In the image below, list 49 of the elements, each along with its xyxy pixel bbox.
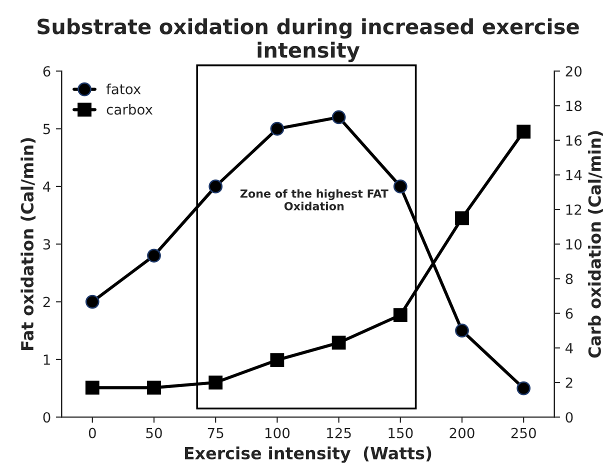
- y2-tick-label: 10: [566, 239, 582, 250]
- y2-tick-label: 18: [566, 100, 582, 112]
- point: [147, 248, 161, 263]
- point: [85, 380, 100, 395]
- point: [270, 353, 284, 367]
- legend-label: carbox: [106, 104, 153, 115]
- point: [270, 122, 284, 136]
- point: [393, 179, 408, 194]
- point: [516, 381, 531, 396]
- y2-tick-label: 12: [566, 204, 582, 215]
- y2-tick-label: 16: [566, 135, 582, 146]
- y-tick-label: 2: [43, 296, 50, 308]
- y-tick-label: 5: [43, 124, 50, 134]
- legend-label: fatox: [106, 84, 141, 94]
- x-tick-label: 125: [327, 428, 351, 438]
- y-tick-label: 1: [44, 354, 50, 365]
- y-tick-label: 4: [43, 182, 50, 192]
- point: [85, 294, 100, 309]
- annotation: Zone of the highest FAT Oxidation: [240, 189, 388, 210]
- y2-tick-label: 4: [565, 343, 573, 354]
- x-tick-label: 150: [388, 428, 413, 438]
- point: [332, 110, 346, 124]
- y2-tick-label: 6: [566, 308, 573, 319]
- x-tick-label: 100: [265, 428, 290, 438]
- x-tick-label: 200: [450, 428, 474, 438]
- y2-tick-label: 14: [566, 170, 582, 180]
- point: [455, 211, 469, 226]
- y2-tick-label: 0: [566, 412, 573, 423]
- point: [455, 324, 469, 338]
- point: [147, 380, 161, 395]
- x-axis-title: Exercise intensity (Watts): [184, 446, 432, 463]
- chart-title: Substrate oxidation during increased exercise intensity: [38, 18, 579, 62]
- y-axis-title: Fat oxidation (Cal/min): [20, 138, 36, 350]
- x-tick-label: 250: [511, 428, 536, 438]
- y-tick-label: 0: [43, 412, 50, 423]
- point: [208, 376, 223, 390]
- x-tick-label: 0: [88, 428, 96, 438]
- y-tick-label: 3: [43, 239, 50, 250]
- point: [393, 308, 408, 322]
- y2-tick-label: 20: [566, 66, 582, 77]
- x-tick-label: 75: [208, 428, 224, 438]
- point: [516, 124, 531, 139]
- y2-tick-label: 8: [566, 274, 573, 284]
- x-tick-label: 50: [146, 428, 162, 438]
- y-tick-label: 6: [43, 66, 50, 77]
- y2-tick-label: 2: [566, 377, 572, 388]
- point: [208, 179, 223, 194]
- y2-axis-title: Carb oxidation (Cal/min): [588, 131, 603, 358]
- point: [332, 336, 346, 350]
